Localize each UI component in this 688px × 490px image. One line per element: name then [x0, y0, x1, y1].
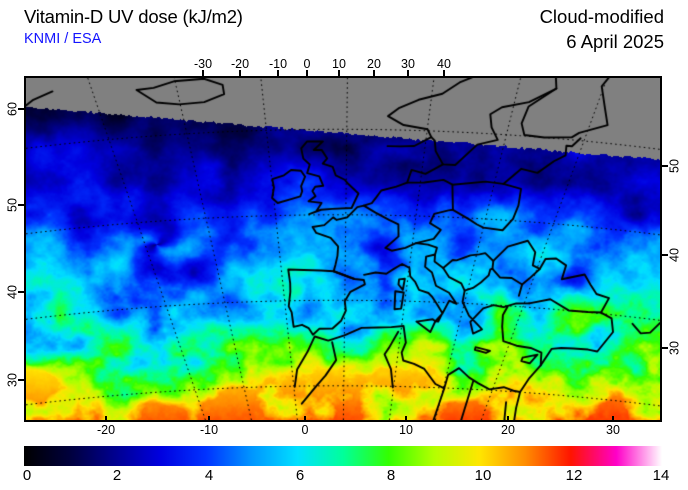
axis-tick-mark-bottom — [105, 416, 107, 422]
header: Vitamin-D UV dose (kJ/m2) KNMI / ESA Clo… — [0, 0, 688, 56]
axis-tick-top: -20 — [230, 57, 250, 71]
axis-tick-right: 30 — [667, 341, 682, 355]
axis-tick-mark-left — [18, 204, 24, 206]
axis-tick-mark-top — [373, 70, 375, 76]
axis-tick-right: 50 — [667, 159, 682, 173]
axis-tick-mark-top — [306, 70, 308, 76]
date-label: 6 April 2025 — [566, 31, 664, 52]
axis-tick-mark-top — [443, 70, 445, 76]
colorbar-tick-label: 4 — [204, 467, 214, 484]
axis-tick-bottom: -20 — [96, 423, 116, 437]
axis-tick-mark-left — [18, 379, 24, 381]
axis-tick-mark-top — [277, 70, 279, 76]
axis-tick-mark-bottom — [405, 416, 407, 422]
colorbar-gradient — [24, 446, 662, 466]
colorbar-tick-label: 2 — [112, 467, 122, 484]
colorbar-tick-label: 12 — [565, 467, 583, 484]
axis-tick-bottom: -10 — [199, 423, 219, 437]
axis-tick-bottom: 30 — [606, 423, 620, 437]
axis-tick-top: 40 — [437, 57, 451, 71]
axis-tick-mark-top — [202, 70, 204, 76]
colorbar-tick-label: 8 — [386, 467, 396, 484]
colorbar-tick-label: 0 — [22, 467, 32, 484]
axis-tick-mark-bottom — [304, 416, 306, 422]
axis-tick-top: 20 — [367, 57, 381, 71]
axis-tick-top: -30 — [193, 57, 213, 71]
axis-tick-mark-bottom — [612, 416, 614, 422]
axis-tick-bottom: 10 — [399, 423, 413, 437]
axis-tick-bottom: 20 — [501, 423, 515, 437]
institute-credit: KNMI / ESA — [24, 31, 102, 47]
axis-tick-mark-left — [18, 108, 24, 110]
axis-tick-right: 40 — [667, 248, 682, 262]
axis-tick-mark-top — [338, 70, 340, 76]
colorbar-tick-label: 10 — [474, 467, 492, 484]
axis-tick-top: -10 — [268, 57, 288, 71]
axis-tick-mark-right — [662, 254, 668, 256]
colorbar — [24, 446, 662, 466]
axis-tick-mark-right — [662, 165, 668, 167]
map-plot-frame — [24, 76, 662, 422]
axis-tick-top: 10 — [332, 57, 346, 71]
axis-tick-mark-bottom — [208, 416, 210, 422]
axis-tick-bottom: 0 — [301, 423, 309, 437]
axis-tick-mark-top — [407, 70, 409, 76]
axis-tick-mark-right — [662, 347, 668, 349]
colorbar-tick-label: 14 — [652, 467, 670, 484]
page-title: Vitamin-D UV dose (kJ/m2) — [24, 6, 243, 27]
axis-tick-top: 0 — [303, 57, 311, 71]
axis-tick-mark-left — [18, 291, 24, 293]
product-mode-label: Cloud-modified — [539, 6, 664, 27]
uv-dose-heatmap — [26, 78, 660, 420]
colorbar-tick-label: 6 — [295, 467, 305, 484]
axis-tick-mark-top — [239, 70, 241, 76]
axis-tick-mark-bottom — [507, 416, 509, 422]
axis-tick-top: 30 — [401, 57, 415, 71]
